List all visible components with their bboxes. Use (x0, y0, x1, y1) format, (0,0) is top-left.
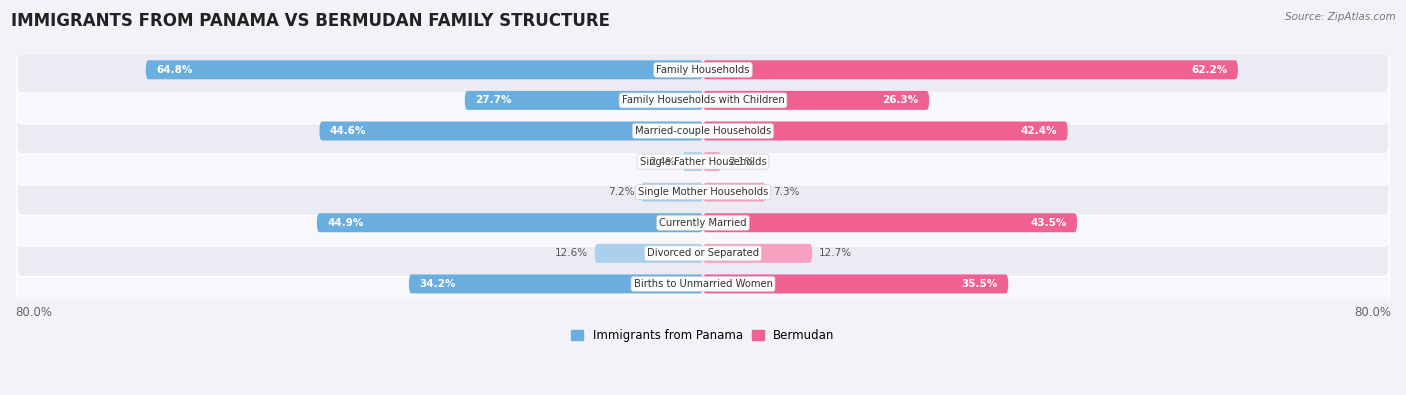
FancyBboxPatch shape (17, 138, 1389, 185)
Text: Single Father Households: Single Father Households (640, 156, 766, 167)
FancyBboxPatch shape (146, 60, 703, 79)
FancyBboxPatch shape (17, 77, 1389, 124)
Text: Divorced or Separated: Divorced or Separated (647, 248, 759, 258)
Text: Births to Unmarried Women: Births to Unmarried Women (634, 279, 772, 289)
FancyBboxPatch shape (465, 91, 703, 110)
Text: 12.7%: 12.7% (820, 248, 852, 258)
Text: 35.5%: 35.5% (962, 279, 998, 289)
Text: 44.9%: 44.9% (328, 218, 364, 228)
Text: Currently Married: Currently Married (659, 218, 747, 228)
Text: Married-couple Households: Married-couple Households (636, 126, 770, 136)
FancyBboxPatch shape (703, 213, 1077, 232)
Text: 43.5%: 43.5% (1031, 218, 1067, 228)
FancyBboxPatch shape (703, 152, 721, 171)
Text: Family Households with Children: Family Households with Children (621, 95, 785, 105)
Text: 12.6%: 12.6% (554, 248, 588, 258)
Text: 7.2%: 7.2% (607, 187, 634, 197)
FancyBboxPatch shape (682, 152, 703, 171)
Text: 2.4%: 2.4% (650, 156, 675, 167)
Text: Single Mother Households: Single Mother Households (638, 187, 768, 197)
Legend: Immigrants from Panama, Bermudan: Immigrants from Panama, Bermudan (567, 325, 839, 347)
Text: 80.0%: 80.0% (1354, 306, 1391, 319)
Text: 64.8%: 64.8% (156, 65, 193, 75)
Text: 44.6%: 44.6% (330, 126, 366, 136)
Text: 62.2%: 62.2% (1191, 65, 1227, 75)
FancyBboxPatch shape (17, 261, 1389, 307)
FancyBboxPatch shape (17, 108, 1389, 154)
Text: 7.3%: 7.3% (773, 187, 799, 197)
Text: 42.4%: 42.4% (1021, 126, 1057, 136)
FancyBboxPatch shape (17, 169, 1389, 215)
FancyBboxPatch shape (703, 60, 1237, 79)
Text: 26.3%: 26.3% (883, 95, 920, 105)
FancyBboxPatch shape (703, 182, 766, 202)
FancyBboxPatch shape (17, 47, 1389, 93)
Text: IMMIGRANTS FROM PANAMA VS BERMUDAN FAMILY STRUCTURE: IMMIGRANTS FROM PANAMA VS BERMUDAN FAMIL… (11, 12, 610, 30)
FancyBboxPatch shape (703, 244, 813, 263)
FancyBboxPatch shape (703, 122, 1067, 141)
Text: 2.1%: 2.1% (728, 156, 755, 167)
FancyBboxPatch shape (17, 199, 1389, 246)
FancyBboxPatch shape (316, 213, 703, 232)
Text: 27.7%: 27.7% (475, 95, 512, 105)
FancyBboxPatch shape (595, 244, 703, 263)
Text: 34.2%: 34.2% (419, 279, 456, 289)
FancyBboxPatch shape (703, 91, 929, 110)
FancyBboxPatch shape (17, 230, 1389, 276)
Text: Family Households: Family Households (657, 65, 749, 75)
Text: Source: ZipAtlas.com: Source: ZipAtlas.com (1285, 12, 1396, 22)
Text: 80.0%: 80.0% (15, 306, 52, 319)
FancyBboxPatch shape (409, 275, 703, 293)
FancyBboxPatch shape (703, 275, 1008, 293)
FancyBboxPatch shape (641, 182, 703, 202)
FancyBboxPatch shape (319, 122, 703, 141)
